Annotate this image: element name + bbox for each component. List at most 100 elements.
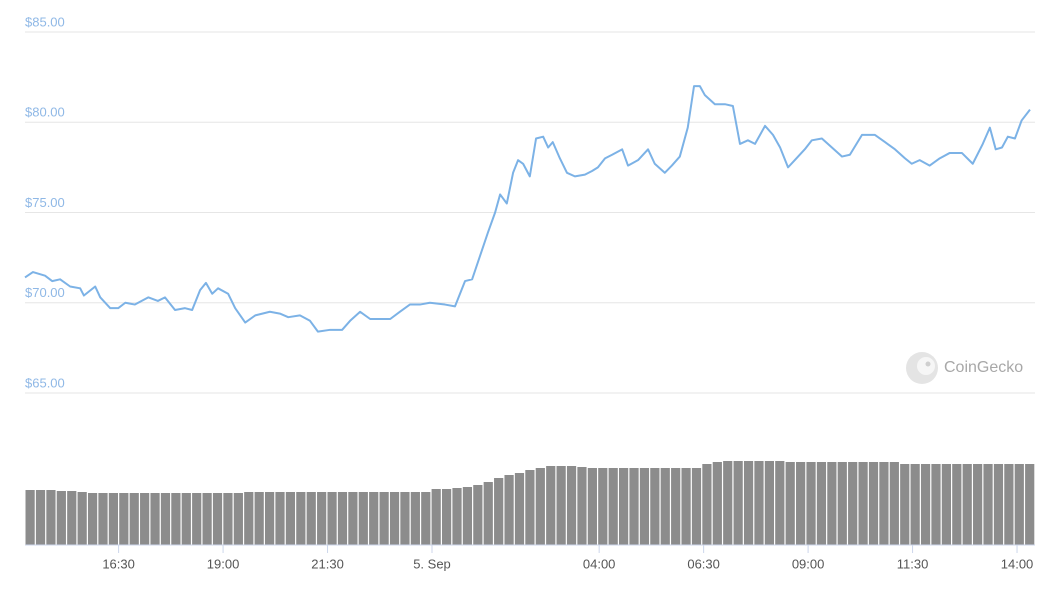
volume-bar bbox=[837, 462, 847, 545]
volume-bar bbox=[244, 492, 254, 545]
volume-bar bbox=[754, 461, 764, 545]
volume-bar bbox=[712, 462, 722, 545]
volume-bar bbox=[879, 462, 889, 545]
volume-bar bbox=[140, 493, 150, 545]
volume-bar bbox=[577, 467, 587, 545]
volume-bar bbox=[410, 492, 420, 545]
volume-bar bbox=[806, 462, 816, 545]
volume-bar bbox=[733, 461, 743, 545]
volume-bar bbox=[483, 482, 493, 545]
y-tick-label: $75.00 bbox=[25, 195, 65, 210]
volume-bar bbox=[556, 466, 566, 545]
volume-bar bbox=[681, 468, 691, 545]
volume-bar bbox=[171, 493, 181, 545]
volume-bar bbox=[98, 493, 108, 545]
volume-bar bbox=[868, 462, 879, 545]
y-tick-label: $85.00 bbox=[25, 14, 65, 29]
volume-bar bbox=[306, 492, 316, 545]
volume-bar bbox=[525, 470, 535, 545]
volume-bar bbox=[233, 493, 243, 545]
y-tick-label: $70.00 bbox=[25, 285, 65, 300]
watermark-logo-face bbox=[917, 357, 935, 375]
volume-bar bbox=[504, 475, 514, 545]
volume-bar bbox=[46, 490, 56, 545]
y-tick-label: $80.00 bbox=[25, 105, 65, 120]
volume-bar bbox=[223, 493, 233, 545]
volume-bar bbox=[973, 464, 983, 545]
volume-bar bbox=[920, 464, 931, 545]
x-tick-label: 14:00 bbox=[1001, 556, 1034, 571]
volume-bar bbox=[743, 461, 754, 545]
y-tick-label: $65.00 bbox=[25, 375, 65, 390]
volume-bar bbox=[962, 464, 972, 545]
watermark: CoinGecko bbox=[906, 352, 1023, 384]
x-tick-label: 5. Sep bbox=[413, 556, 451, 571]
volume-bar bbox=[358, 492, 368, 545]
volume-bar bbox=[827, 462, 837, 545]
volume-bar bbox=[587, 468, 597, 545]
volume-bar bbox=[160, 493, 171, 545]
volume-bar bbox=[129, 493, 139, 545]
volume-bar bbox=[296, 492, 306, 545]
volume-bar bbox=[181, 493, 191, 545]
volume-bar bbox=[421, 492, 431, 545]
volume-bar bbox=[56, 491, 66, 545]
volume-bar bbox=[87, 493, 98, 545]
plot: $65.00 $70.00 $75.00 $80.00 $85.00 16:30 19:00… bbox=[24, 14, 1035, 571]
x-tick-label: 21:30 bbox=[311, 556, 344, 571]
volume-bar bbox=[691, 468, 702, 545]
volume-bar bbox=[796, 462, 806, 545]
volume-bar bbox=[119, 493, 129, 545]
volume-bar bbox=[775, 461, 785, 545]
volume-bar bbox=[431, 489, 441, 545]
volume-bar bbox=[400, 492, 410, 545]
volume-bar bbox=[566, 466, 577, 545]
volume-bar bbox=[619, 468, 629, 545]
volume-bar bbox=[941, 464, 952, 545]
volume-bar bbox=[285, 492, 296, 545]
volume-bar bbox=[952, 464, 962, 545]
x-tick-label: 06:30 bbox=[687, 556, 720, 571]
volume-bar bbox=[702, 464, 712, 545]
volume-bar bbox=[389, 492, 400, 545]
volume-bar bbox=[639, 468, 650, 545]
volume-bar bbox=[671, 468, 681, 545]
volume-bar bbox=[931, 464, 941, 545]
volume-bar bbox=[514, 473, 525, 545]
x-tick-label: 11:30 bbox=[897, 556, 929, 571]
volume-bar bbox=[598, 468, 608, 545]
volume-bar bbox=[337, 492, 348, 545]
x-tick-label: 16:30 bbox=[102, 556, 135, 571]
watermark-text: CoinGecko bbox=[944, 359, 1023, 376]
volume-bar bbox=[608, 468, 618, 545]
volume-bar bbox=[1025, 464, 1035, 545]
volume-bar bbox=[212, 493, 223, 545]
volume-bar bbox=[910, 464, 920, 545]
volume-bar bbox=[816, 462, 827, 545]
volume-bar bbox=[264, 492, 275, 545]
volume-bar bbox=[1004, 464, 1014, 545]
volume-bar bbox=[650, 468, 660, 545]
volume-bar bbox=[441, 489, 452, 545]
volume-bar bbox=[858, 462, 868, 545]
watermark-logo-eye bbox=[925, 361, 931, 367]
volume-bar bbox=[764, 461, 774, 545]
volume-bar bbox=[275, 492, 285, 545]
volume-bar bbox=[67, 491, 77, 545]
volume-bar bbox=[327, 492, 337, 545]
volume-bar bbox=[546, 466, 556, 545]
volume-bar bbox=[108, 493, 119, 545]
volume-bar bbox=[900, 464, 910, 545]
volume-bar bbox=[889, 462, 899, 545]
volume-bar bbox=[202, 493, 212, 545]
volume-bar bbox=[535, 468, 545, 545]
volume-bar bbox=[723, 461, 733, 545]
x-tick-label: 19:00 bbox=[207, 556, 240, 571]
volume-bar bbox=[785, 462, 795, 545]
volume-bar bbox=[35, 490, 46, 545]
volume-bar bbox=[25, 490, 35, 545]
x-tick-label: 09:00 bbox=[792, 556, 825, 571]
volume-bar bbox=[848, 462, 858, 545]
volume-bar bbox=[348, 492, 358, 545]
